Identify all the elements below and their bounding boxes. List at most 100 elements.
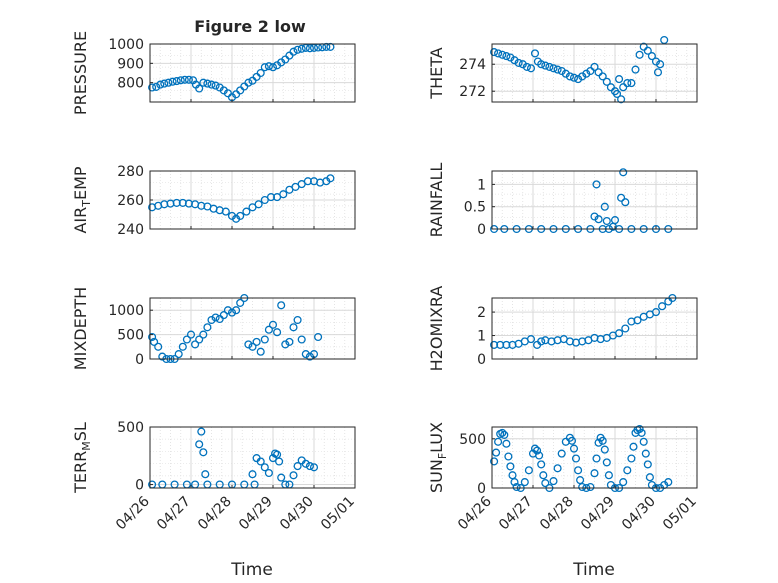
data-point bbox=[635, 424, 644, 434]
data-point bbox=[594, 215, 603, 224]
data-point bbox=[172, 198, 181, 207]
y-axis-label: TERRMSL bbox=[71, 422, 93, 494]
data-point bbox=[182, 335, 191, 344]
panel-mixdepth: 0 500 1000 MIXDEPTH bbox=[71, 287, 356, 370]
data-point bbox=[594, 68, 603, 77]
data-point bbox=[260, 463, 269, 472]
axes-box bbox=[491, 170, 698, 230]
y-tick-label: 2 bbox=[477, 305, 486, 321]
data-point bbox=[174, 350, 183, 359]
x-tick-label: 05/01 bbox=[660, 494, 700, 534]
data-point bbox=[651, 308, 661, 317]
data-point bbox=[289, 471, 298, 480]
y-tick-label: 1 bbox=[477, 329, 486, 345]
data-point bbox=[275, 457, 284, 466]
data-point bbox=[297, 44, 306, 53]
data-point bbox=[301, 459, 310, 468]
data-point bbox=[541, 61, 550, 70]
data-point bbox=[148, 83, 157, 92]
data-point bbox=[602, 77, 611, 86]
data-point bbox=[539, 471, 548, 480]
data-point bbox=[160, 79, 169, 88]
data-point bbox=[571, 454, 581, 463]
data-point bbox=[604, 471, 613, 480]
data-point bbox=[326, 174, 335, 183]
data-point bbox=[180, 75, 189, 84]
data-point bbox=[553, 65, 562, 74]
data-point bbox=[578, 482, 587, 492]
data-point bbox=[498, 50, 507, 59]
data-point bbox=[606, 83, 615, 92]
x-tick-label: 04/30 bbox=[619, 494, 659, 534]
plot-area bbox=[492, 44, 697, 102]
data-point bbox=[574, 466, 583, 475]
data-point bbox=[492, 448, 501, 457]
data-point bbox=[502, 439, 511, 448]
data-point bbox=[268, 63, 278, 72]
data-point bbox=[660, 35, 669, 45]
y-tick-label: 500 bbox=[117, 420, 144, 436]
y-tick-label: 0 bbox=[477, 222, 486, 238]
x-axis-title-left: Time bbox=[230, 560, 273, 580]
data-point bbox=[289, 47, 298, 56]
panel-pressure: 800 900 1000 PRESSURE bbox=[71, 31, 356, 115]
y-tick-label: 240 bbox=[117, 222, 144, 238]
data-point bbox=[569, 444, 579, 453]
axes-box bbox=[149, 297, 356, 360]
axes-box bbox=[491, 426, 698, 489]
data-point bbox=[490, 457, 499, 466]
data-point bbox=[293, 315, 302, 325]
data-point bbox=[236, 211, 245, 220]
data-point bbox=[635, 50, 644, 59]
data-point bbox=[600, 202, 609, 211]
data-point bbox=[264, 62, 273, 71]
data-point bbox=[152, 82, 161, 91]
data-point bbox=[199, 448, 208, 457]
data-point bbox=[598, 72, 607, 81]
data-point bbox=[256, 68, 265, 78]
data-point bbox=[277, 301, 286, 310]
data-point bbox=[314, 332, 323, 342]
data-point bbox=[297, 335, 306, 344]
data-point bbox=[266, 193, 276, 202]
x-tick-label: 04/29 bbox=[236, 494, 276, 534]
data-point bbox=[221, 207, 230, 216]
x-tick-label: 05/01 bbox=[318, 494, 358, 534]
data-point bbox=[191, 340, 200, 349]
data-point bbox=[279, 190, 288, 199]
data-point bbox=[504, 452, 513, 461]
data-point bbox=[541, 479, 550, 488]
data-point bbox=[645, 473, 654, 482]
data-point bbox=[617, 95, 626, 104]
panel-theta: 272 274 THETA bbox=[427, 35, 698, 104]
data-point bbox=[223, 306, 232, 315]
data-point bbox=[524, 466, 533, 475]
data-point bbox=[227, 308, 237, 317]
y-tick-label: 0 bbox=[477, 481, 486, 497]
y-axis-label: H2OMIXRA bbox=[427, 286, 446, 372]
data-point bbox=[643, 46, 652, 55]
data-point bbox=[148, 332, 157, 342]
y-tick-label: 500 bbox=[459, 432, 486, 448]
panel-h2omixra: 0 1 2 H2OMIXRA bbox=[427, 286, 698, 372]
data-point bbox=[252, 337, 261, 346]
data-point bbox=[150, 337, 159, 346]
data-point bbox=[569, 73, 579, 82]
x-tick-label: 04/28 bbox=[195, 494, 235, 534]
data-point bbox=[502, 340, 511, 349]
data-point bbox=[199, 78, 208, 87]
data-point bbox=[647, 52, 656, 61]
data-point bbox=[268, 320, 278, 329]
data-point bbox=[303, 177, 312, 186]
data-point bbox=[530, 49, 540, 58]
y-axis-label: SUNFLUX bbox=[427, 422, 449, 493]
data-point bbox=[195, 440, 204, 449]
data-point bbox=[533, 446, 542, 455]
data-point bbox=[264, 468, 273, 478]
data-point bbox=[637, 428, 646, 437]
data-point bbox=[232, 306, 241, 315]
y-tick-label: 0 bbox=[135, 478, 144, 494]
data-point bbox=[264, 325, 273, 334]
x-tick-label: 04/26 bbox=[455, 493, 495, 533]
panel-sun-flux: 0 500 SUNFLUX 04/26 04/27 04/28 04/29 04/30 05/0… bbox=[427, 422, 700, 533]
